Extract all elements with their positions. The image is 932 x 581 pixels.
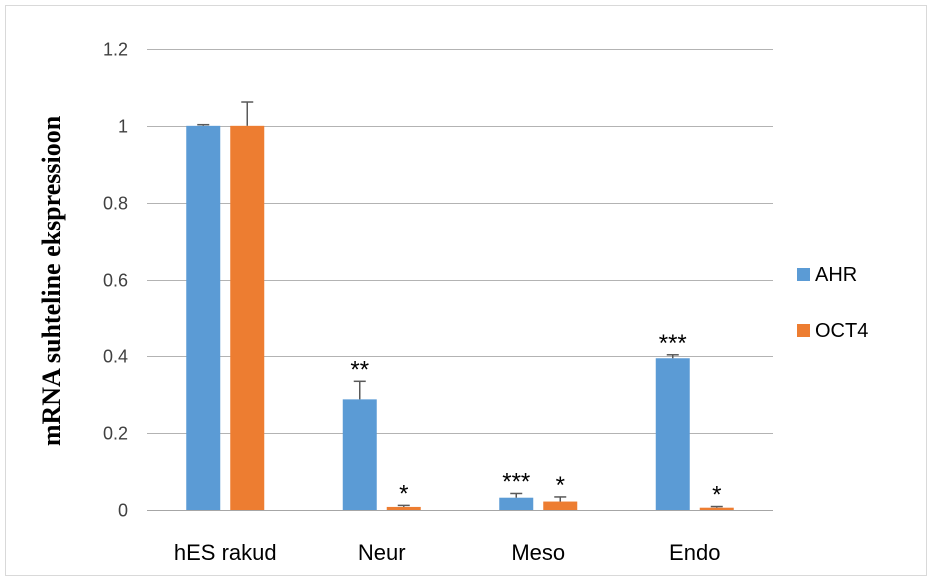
y-tick-label: 0.6: [103, 271, 128, 291]
x-category-label: Neur: [358, 540, 406, 565]
x-axis-categories: hES rakud Neur Meso Endo: [174, 540, 721, 565]
y-tick-label: 0.2: [103, 424, 128, 444]
legend-swatch-ahr: [797, 268, 810, 281]
bar-oct4-2: [543, 501, 578, 510]
significance-marker: *: [712, 482, 721, 509]
y-tick-label: 0.8: [103, 194, 128, 214]
y-tick-label: 0.4: [103, 347, 128, 367]
chart-frame: [5, 5, 927, 576]
x-category-label: Endo: [669, 540, 720, 565]
bar-oct4-1: [386, 506, 421, 510]
bar-ahr-0: [186, 125, 221, 510]
legend-swatch-oct4: [797, 324, 810, 337]
significance-marker: ***: [659, 330, 687, 357]
x-category-label: Meso: [511, 540, 565, 565]
significance-marker: **: [350, 356, 369, 383]
y-tick-label: 1: [118, 117, 128, 137]
bar-oct4-3: [699, 507, 734, 510]
bar-ahr-3: [655, 358, 690, 510]
bars: [186, 125, 734, 510]
significance-marker: *: [399, 480, 408, 507]
y-axis-label: mRNA suhteline ekspressioon: [37, 115, 66, 446]
y-tick-label: 0: [118, 501, 128, 521]
x-category-label: hES rakud: [174, 540, 277, 565]
y-tick-label: 1.2: [103, 40, 128, 60]
legend: AHR OCT4: [797, 264, 868, 342]
significance-marker: ***: [502, 468, 530, 495]
legend-label-ahr: AHR: [815, 264, 857, 286]
significance-markers: *** *** *****: [350, 330, 721, 509]
bar-oct4-0: [230, 125, 265, 510]
error-bars: [197, 101, 723, 508]
bar-ahr-1: [342, 399, 377, 510]
legend-label-oct4: OCT4: [815, 320, 868, 342]
y-axis-ticks: 0 0.2 0.4 0.6 0.8 1 1.2: [103, 40, 128, 521]
significance-marker: *: [556, 472, 565, 499]
bar-ahr-2: [499, 497, 534, 510]
